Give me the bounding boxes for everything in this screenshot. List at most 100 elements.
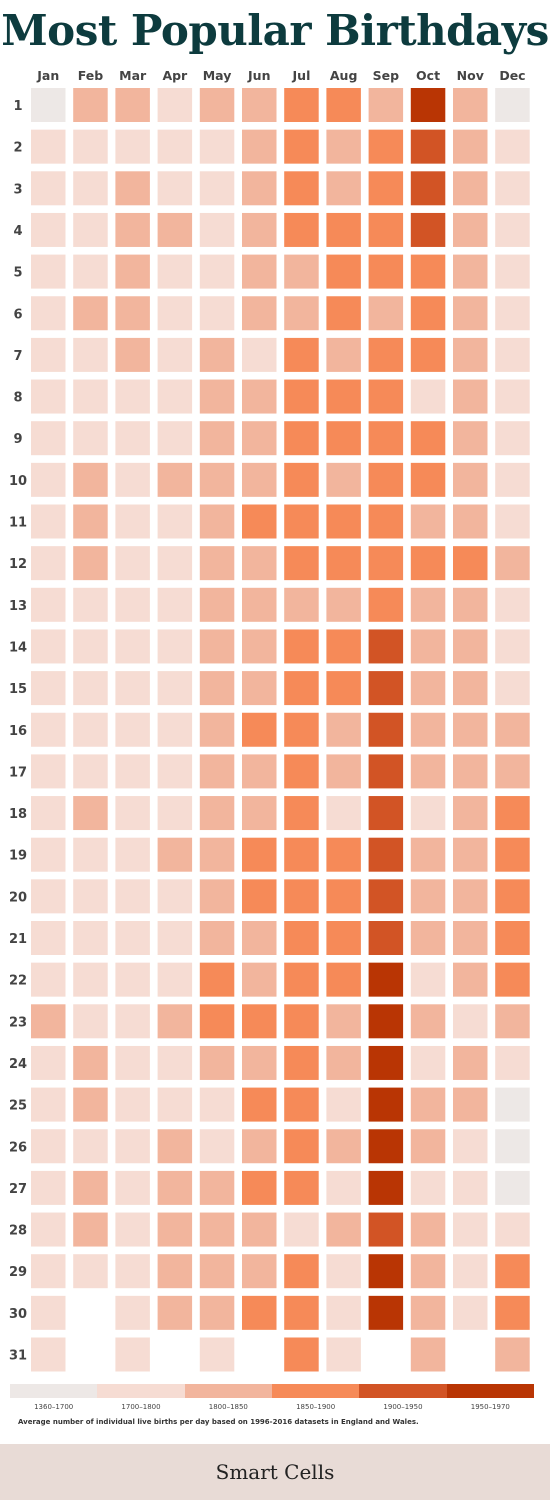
cell-oct-23	[410, 1004, 446, 1039]
cell-feb-4	[73, 212, 108, 247]
cell-dec-5	[495, 254, 530, 289]
cell-jan-24	[31, 1045, 66, 1080]
cell-may-30	[199, 1295, 235, 1330]
cell-may-9	[199, 421, 235, 456]
cell-sep-30	[368, 1295, 404, 1330]
cell-mar-12	[115, 546, 150, 581]
cell-apr-4	[157, 212, 193, 247]
cell-sep-27	[368, 1170, 404, 1205]
month-label-oct: Oct	[416, 68, 440, 83]
day-label-5: 5	[13, 266, 22, 281]
cell-mar-28	[115, 1212, 150, 1247]
cell-aug-4	[326, 212, 361, 247]
cell-feb-19	[73, 837, 108, 872]
day-label-13: 13	[9, 599, 27, 614]
month-label-feb: Feb	[78, 68, 104, 83]
cell-dec-16	[495, 712, 530, 747]
cell-jul-15	[284, 671, 319, 706]
day-label-14: 14	[9, 640, 27, 655]
cell-oct-20	[410, 879, 446, 914]
cell-aug-19	[326, 837, 361, 872]
cell-aug-8	[326, 379, 361, 414]
cell-jun-17	[242, 754, 277, 789]
cell-jan-22	[31, 962, 66, 997]
cell-may-12	[199, 546, 235, 581]
cell-sep-10	[368, 462, 404, 497]
day-label-25: 25	[9, 1099, 27, 1114]
cell-may-1	[199, 88, 235, 122]
cell-nov-24	[453, 1045, 488, 1080]
cell-nov-28	[453, 1212, 488, 1247]
cell-oct-29	[410, 1254, 446, 1289]
cell-feb-27	[73, 1170, 108, 1205]
cell-may-16	[199, 712, 235, 747]
cell-nov-25	[453, 1087, 488, 1122]
cell-nov-7	[453, 337, 488, 372]
cell-jun-5	[242, 254, 277, 289]
month-label-aug: Aug	[330, 68, 358, 83]
cell-apr-22	[157, 962, 193, 997]
cell-may-23	[199, 1004, 235, 1039]
cell-jul-6	[284, 296, 319, 331]
cell-apr-17	[157, 754, 193, 789]
cell-apr-1	[157, 88, 193, 122]
cell-feb-5	[73, 254, 108, 289]
cell-jan-26	[31, 1129, 66, 1164]
birthday-heatmap: Jan Feb Mar Apr May Jun Jul Aug Sep Oct Nov Dec 123…	[9, 68, 530, 1372]
cell-sep-26	[368, 1129, 404, 1164]
cell-feb-28	[73, 1212, 108, 1247]
cell-nov-11	[453, 504, 488, 539]
cell-jan-29	[31, 1254, 66, 1289]
cell-apr-8	[157, 379, 193, 414]
cell-mar-3	[115, 171, 150, 206]
cell-jun-12	[242, 546, 277, 581]
legend-swatch-6	[446, 1384, 534, 1398]
cell-mar-29	[115, 1254, 150, 1289]
cell-nov-20	[453, 879, 488, 914]
cell-jan-13	[31, 587, 66, 622]
cell-jun-13	[242, 587, 277, 622]
cell-may-5	[199, 254, 235, 289]
cell-jul-25	[284, 1087, 319, 1122]
cell-aug-18	[326, 796, 361, 831]
cell-nov-18	[453, 796, 488, 831]
cell-feb-11	[73, 504, 108, 539]
cell-jun-6	[242, 296, 277, 331]
cell-jul-22	[284, 962, 319, 997]
cell-sep-12	[368, 546, 404, 581]
brand-name: Smart Cells	[215, 1460, 335, 1484]
cell-feb-21	[73, 921, 108, 955]
cell-nov-16	[453, 712, 488, 747]
cell-may-25	[199, 1087, 235, 1122]
cell-feb-8	[73, 379, 108, 414]
cell-apr-11	[157, 504, 193, 539]
cell-jun-19	[242, 837, 277, 872]
cell-sep-8	[368, 379, 404, 414]
cell-aug-15	[326, 671, 361, 706]
cell-may-26	[199, 1129, 235, 1164]
cell-nov-23	[453, 1004, 488, 1039]
cell-may-13	[199, 587, 235, 622]
cell-jan-2	[31, 129, 66, 164]
cell-feb-1	[73, 88, 108, 122]
day-label-10: 10	[9, 474, 27, 489]
cell-nov-14	[453, 629, 488, 664]
cell-sep-19	[368, 837, 404, 872]
cell-jan-10	[31, 462, 66, 497]
month-label-dec: Dec	[499, 68, 525, 83]
cell-jul-4	[284, 212, 319, 247]
cell-aug-10	[326, 462, 361, 497]
cell-oct-18	[410, 796, 446, 831]
cell-apr-21	[157, 921, 193, 955]
cell-jun-28	[242, 1212, 277, 1247]
cell-apr-9	[157, 421, 193, 456]
cell-aug-29	[326, 1254, 361, 1289]
cell-jan-31	[31, 1337, 66, 1372]
cell-jul-17	[284, 754, 319, 789]
legend-label-3: 1800–1850	[208, 1403, 248, 1411]
cell-nov-21	[453, 921, 488, 955]
cell-jan-4	[31, 212, 66, 247]
day-label-21: 21	[9, 932, 27, 947]
month-labels: Jan Feb Mar Apr May Jun Jul Aug Sep Oct Nov Dec	[36, 68, 525, 83]
cell-feb-20	[73, 879, 108, 914]
